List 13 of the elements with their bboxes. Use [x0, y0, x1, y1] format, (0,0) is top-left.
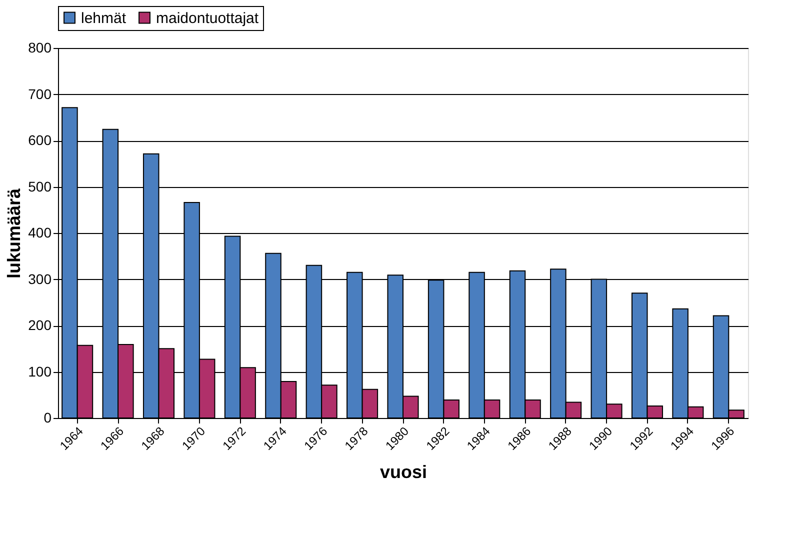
y-tick-label: 100 [28, 363, 52, 380]
y-tick-label: 800 [28, 40, 52, 56]
y-axis-title: lukumäärä [4, 187, 24, 279]
y-tick-label: 500 [28, 178, 52, 194]
legend-label: maidontuottajat [156, 10, 260, 27]
x-axis-title: vuosi [380, 462, 428, 482]
y-tick-label: 0 [44, 410, 52, 426]
legend-label: lehmät [81, 10, 127, 27]
y-tick-label: 200 [28, 317, 52, 333]
y-tick-label: 300 [28, 270, 52, 287]
y-tick-label: 600 [28, 132, 52, 148]
y-tick-label: 400 [28, 224, 52, 240]
y-tick-label: 700 [28, 86, 52, 102]
